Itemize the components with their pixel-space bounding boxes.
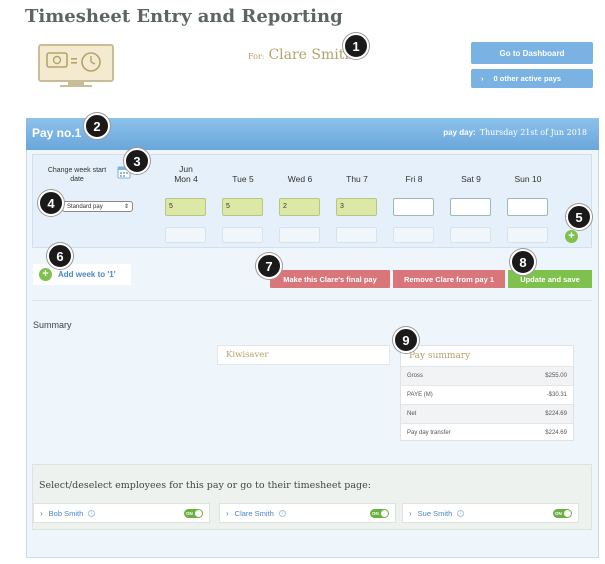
employee-heading: For: Clare Smith	[248, 44, 353, 63]
change-week-label: Change week start date	[47, 167, 107, 183]
hours-input-tue[interactable]: 5	[222, 198, 263, 216]
update-and-save-button[interactable]: Update and save	[508, 270, 592, 288]
day-header: Jun Mon 4	[161, 164, 211, 184]
employee-toggle[interactable]: ON	[370, 508, 389, 518]
info-icon[interactable]: i	[457, 509, 465, 517]
annotation-badge: 2	[84, 113, 110, 139]
hours-input-wed[interactable]: 2	[279, 198, 320, 216]
hours-input-sun[interactable]	[507, 198, 548, 216]
info-icon[interactable]: i	[278, 509, 286, 517]
employee-toggle[interactable]: ON	[184, 508, 203, 518]
employee-card-clare[interactable]: › Clare Smith i ON	[219, 503, 396, 523]
chevron-right-icon: ›	[226, 508, 229, 518]
divider	[32, 300, 592, 301]
day-label: Fri 8	[405, 174, 423, 184]
employee-name: Sue Smith	[417, 508, 453, 518]
kiwisaver-card: Kiwisaver	[217, 345, 390, 365]
hours-input-new-row[interactable]	[393, 227, 434, 243]
hours-input-thu[interactable]: 3	[336, 198, 377, 216]
other-pays-label: 0 other active pays	[493, 74, 562, 83]
employee-name: Clare Smith	[234, 508, 274, 518]
annotation-badge: 8	[510, 249, 536, 275]
hours-input-new-row[interactable]	[336, 227, 377, 243]
day-header: Sun 10	[503, 174, 553, 184]
add-week-label: Add week to '1'	[58, 270, 116, 279]
day-label: Sun 10	[514, 174, 542, 184]
hours-input-new-row[interactable]	[507, 227, 548, 243]
day-header: Tue 5	[218, 174, 268, 184]
employee-card-sue[interactable]: › Sue Smith i ON	[402, 503, 579, 523]
page-title: Timesheet Entry and Reporting	[25, 6, 343, 27]
row-value: $224.69	[545, 411, 567, 417]
remove-from-pay-button[interactable]: Remove Clare from pay 1	[393, 270, 505, 288]
pay-header	[26, 118, 599, 150]
hours-input-sat[interactable]	[450, 198, 491, 216]
pay-day-value: Thursday 21st of Jun 2018	[479, 128, 587, 137]
employee-select-title: Select/deselect employees for this pay o…	[39, 480, 371, 491]
add-week-button[interactable]: + Add week to '1'	[33, 264, 131, 285]
day-header: Thu 7	[332, 174, 382, 184]
pay-summary-card: Pay summary Gross $255.00 PAYE (M) -$30.31…	[400, 345, 574, 441]
add-row-plus-icon[interactable]: +	[565, 230, 578, 243]
pay-day: pay day: Thursday 21st of Jun 2018	[443, 128, 587, 137]
hours-input-mon[interactable]: 5	[165, 198, 206, 216]
chevron-right-icon: ›	[409, 508, 412, 518]
employee-toggle[interactable]: ON	[553, 508, 572, 518]
for-prefix: For:	[248, 52, 265, 61]
pay-type-value: Standard pay	[67, 203, 103, 210]
row-value: -$30.31	[546, 392, 567, 398]
pay-day-label: pay day:	[443, 128, 476, 137]
plus-icon: +	[39, 268, 52, 281]
day-header: Sat 9	[446, 174, 496, 184]
annotation-badge: 5	[566, 204, 592, 230]
chevron-right-icon: ›	[40, 508, 43, 518]
other-active-pays-button[interactable]: › 0 other active pays	[471, 69, 593, 88]
day-label: Tue 5	[232, 174, 254, 184]
row-label: PAYE (M)	[407, 392, 433, 398]
timesheet-logo-icon	[38, 44, 114, 88]
annotation-badge: 6	[47, 243, 73, 269]
hours-input-new-row[interactable]	[222, 227, 263, 243]
row-value: $224.69	[545, 430, 567, 436]
day-label: Wed 6	[287, 174, 313, 184]
hours-input-fri[interactable]	[393, 198, 434, 216]
hours-input-new-row[interactable]	[279, 227, 320, 243]
day-month: Jun	[179, 164, 193, 174]
row-label: Net	[407, 411, 417, 417]
pay-summary-title: Pay summary	[409, 351, 471, 361]
annotation-badge: 9	[393, 327, 419, 353]
employee-card-bob[interactable]: › Bob Smith i ON	[33, 503, 210, 523]
pay-summary-row: Net $224.69	[401, 404, 573, 423]
employee-name: Clare Smith	[268, 47, 354, 63]
pay-summary-row: Pay day transfer $224.69	[401, 423, 573, 442]
pay-title: Pay no.1	[32, 126, 82, 140]
employee-name: Bob Smith	[48, 508, 84, 518]
select-arrows-icon: ⇕	[123, 204, 129, 210]
annotation-badge: 7	[256, 253, 282, 279]
pay-summary-row: Gross $255.00	[401, 366, 573, 385]
day-header: Wed 6	[275, 174, 325, 184]
row-label: Gross	[407, 373, 424, 379]
hours-input-new-row[interactable]	[165, 227, 206, 243]
make-final-pay-button[interactable]: Make this Clare's final pay	[270, 270, 390, 288]
go-to-dashboard-button[interactable]: Go to Dashboard	[471, 42, 593, 64]
pay-type-select[interactable]: Standard pay ⇕	[62, 201, 133, 212]
annotation-badge: 4	[38, 190, 64, 216]
day-label: Thu 7	[346, 174, 368, 184]
annotation-badge: 1	[343, 33, 369, 59]
annotation-badge: 3	[124, 148, 150, 174]
row-value: $255.00	[545, 373, 567, 379]
summary-title: Summary	[33, 320, 72, 330]
chevron-right-icon: ›	[481, 74, 484, 83]
day-label: Sat 9	[461, 174, 481, 184]
info-icon[interactable]: i	[88, 509, 96, 517]
pay-summary-row: PAYE (M) -$30.31	[401, 385, 573, 404]
day-header: Fri 8	[389, 174, 439, 184]
row-label: Pay day transfer	[407, 430, 451, 436]
day-label: Mon 4	[174, 174, 198, 184]
hours-input-new-row[interactable]	[450, 227, 491, 243]
